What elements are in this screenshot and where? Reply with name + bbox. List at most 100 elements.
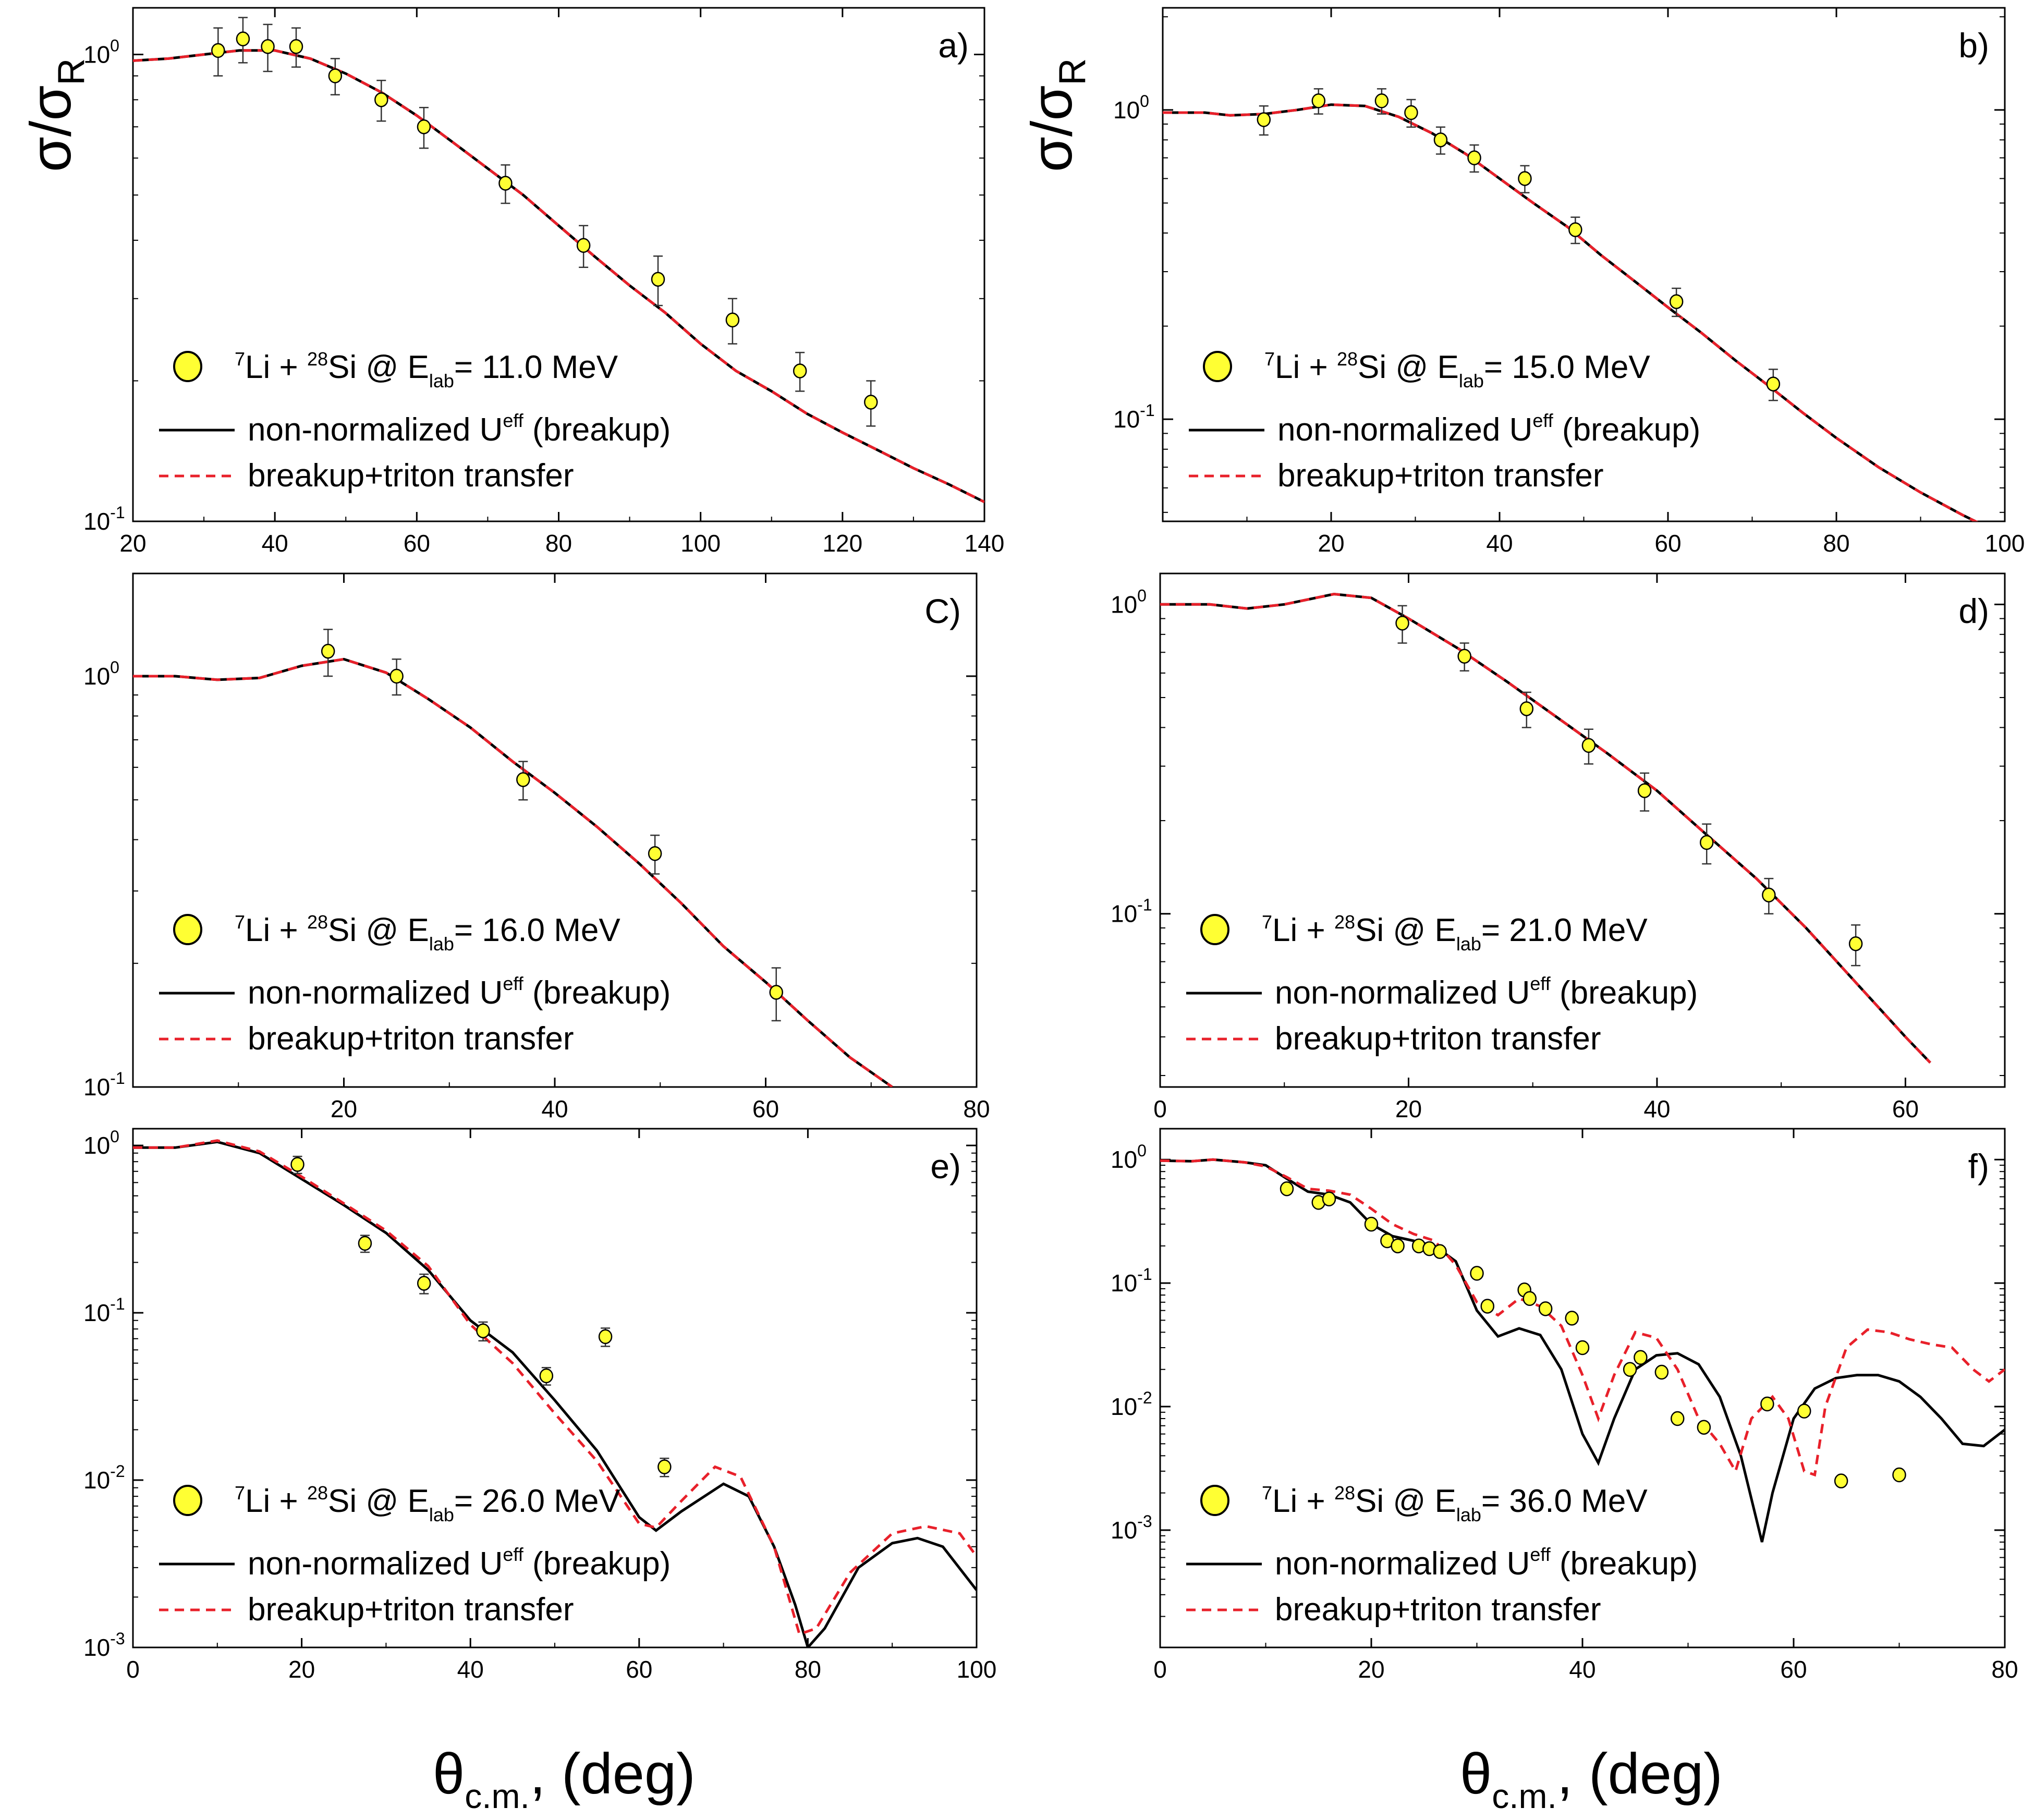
- y-tick-label: 100: [83, 1127, 119, 1159]
- data-point: [651, 272, 665, 287]
- legend-label-solid: non-normalized Ueff (breakup): [1275, 973, 1698, 1011]
- data-point: [1523, 1291, 1537, 1306]
- data-point: [417, 1276, 431, 1291]
- panel-label: d): [1958, 592, 1989, 630]
- y-tick-label: 10-1: [83, 503, 125, 535]
- data-point: [1470, 1266, 1484, 1281]
- data-point: [476, 1323, 490, 1338]
- panel-f: 0 20 40 60 80 100 10-1 10-2 10-3 f) 7Li + 28Si @ E…: [1111, 1128, 2018, 1683]
- x-tick-label: 20: [1358, 1656, 1384, 1683]
- data-point: [1581, 738, 1596, 753]
- legend-label-solid: non-normalized Ueff (breakup): [248, 973, 671, 1011]
- data-point: [1433, 1244, 1447, 1259]
- panel-c: 20 40 60 80 100 10-1 C) 7Li + 28Si @ Elab= 16.0…: [83, 572, 990, 1122]
- x-tick-label: 120: [822, 530, 862, 557]
- legend-marker-data: [173, 914, 202, 945]
- x-tick-label: 20: [331, 1095, 357, 1122]
- data-point: [657, 1459, 672, 1474]
- data-point: [236, 31, 250, 46]
- data-point: [1538, 1301, 1553, 1316]
- x-tick-label: 40: [1569, 1656, 1595, 1683]
- panel-label: e): [930, 1147, 961, 1186]
- x-tick-label: 100: [680, 530, 721, 557]
- panel-b: 20 40 60 80 100 100 10-1 b) 7Li + 28Si @ Elab= 1…: [1113, 7, 2025, 557]
- legend-label-data: 7Li + 28Si @ Elab= 15.0 MeV: [1264, 348, 1650, 392]
- x-tick-label: 80: [1823, 530, 1849, 557]
- data-point: [417, 119, 431, 135]
- x-tick-label: 0: [1153, 1656, 1167, 1683]
- data-point: [1322, 1191, 1336, 1206]
- series-line-nonnormalized: [133, 1140, 977, 1647]
- y-axis-title-right: σ/σR: [1020, 58, 1093, 172]
- series-line-breakup-triton: [1163, 103, 1979, 521]
- legend-marker-data: [1200, 914, 1229, 945]
- x-tick-label: 20: [119, 530, 146, 557]
- data-point: [498, 176, 513, 191]
- data-point: [539, 1368, 554, 1384]
- panel-label: a): [938, 26, 969, 65]
- data-point: [1760, 1396, 1774, 1412]
- series-line-nonnormalized: [1160, 1158, 2005, 1543]
- y-tick-label: 10-1: [1111, 896, 1152, 927]
- x-tick-label: 60: [1780, 1656, 1807, 1683]
- data-point: [321, 643, 335, 659]
- data-point: [1457, 649, 1471, 664]
- data-point: [598, 1329, 613, 1345]
- x-tick-label: 20: [1318, 530, 1344, 557]
- x-tick-label: 80: [795, 1656, 821, 1683]
- series-line-breakup-triton: [1160, 592, 1931, 1064]
- legend-label-solid: non-normalized Ueff (breakup): [248, 410, 671, 448]
- panel-d: 0 20 40 60 100 10-1 d) 7Li + 28Si @ Elab= 21.0 …: [1111, 572, 2006, 1122]
- x-tick-label: 140: [965, 530, 1005, 557]
- data-point: [1671, 1411, 1685, 1426]
- x-tick-label: 80: [963, 1095, 990, 1122]
- legend-marker-data: [173, 1485, 202, 1516]
- x-tick-label: 40: [1486, 530, 1513, 557]
- data-point: [1391, 1238, 1405, 1254]
- legend-label-dashed: breakup+triton transfer: [248, 458, 574, 494]
- data-point: [1766, 376, 1781, 392]
- panel-a: 20 40 60 80 100 120 140 100 10-1 a) 7Li + 28Si @ E…: [83, 7, 1005, 557]
- legend-label-dashed: breakup+triton transfer: [1277, 458, 1604, 494]
- x-tick-label: 100: [1985, 530, 2025, 557]
- y-tick-label: 10-1: [1111, 1265, 1152, 1297]
- data-point: [1797, 1403, 1811, 1419]
- data-point: [1480, 1299, 1494, 1314]
- legend-label-data: 7Li + 28Si @ Elab= 26.0 MeV: [235, 1482, 620, 1525]
- x-tick-label: 40: [541, 1095, 568, 1122]
- legend: 7Li + 28Si @ Elab= 15.0 MeV non-normalize…: [1189, 348, 1700, 494]
- x-tick-label: 40: [457, 1656, 484, 1683]
- data-point: [1395, 615, 1409, 631]
- legend: 7Li + 28Si @ Elab= 36.0 MeV non-normalize…: [1186, 1482, 1698, 1628]
- data-point: [1892, 1467, 1906, 1483]
- y-tick-label: 10-2: [1111, 1388, 1152, 1420]
- legend: 7Li + 28Si @ Elab= 21.0 MeV non-normalize…: [1186, 911, 1698, 1057]
- y-tick-label: 100: [83, 658, 119, 690]
- y-tick-label: 10-3: [83, 1629, 125, 1661]
- data-point: [1762, 887, 1776, 902]
- y-tick-label: 10-1: [83, 1294, 125, 1326]
- legend-label-data: 7Li + 28Si @ Elab= 36.0 MeV: [1262, 1482, 1648, 1525]
- data-point: [864, 395, 878, 410]
- legend-label-dashed: breakup+triton transfer: [1275, 1592, 1601, 1628]
- x-tick-label: 20: [288, 1656, 315, 1683]
- data-point: [1565, 1311, 1579, 1326]
- x-tick-label: 0: [1153, 1095, 1167, 1122]
- data-point: [261, 39, 275, 54]
- data-point: [576, 238, 591, 253]
- y-tick-label: 100: [1113, 92, 1149, 124]
- x-axis-title-right: θc.m., (deg): [1460, 1742, 1723, 1815]
- legend-marker-data: [173, 351, 202, 382]
- x-tick-label: 60: [626, 1656, 652, 1683]
- data-point: [1404, 105, 1418, 120]
- data-point: [725, 312, 740, 327]
- data-point: [290, 1157, 305, 1172]
- data-point: [328, 68, 343, 83]
- data-point: [1374, 93, 1389, 108]
- x-tick-label: 100: [957, 1656, 997, 1683]
- legend-label-data: 7Li + 28Si @ Elab= 21.0 MeV: [1262, 911, 1648, 955]
- legend-label-dashed: breakup+triton transfer: [248, 1021, 574, 1057]
- data-point: [374, 92, 388, 107]
- svg-text:θc.m., (deg): θc.m., (deg): [1460, 1742, 1723, 1815]
- data-point: [211, 43, 225, 58]
